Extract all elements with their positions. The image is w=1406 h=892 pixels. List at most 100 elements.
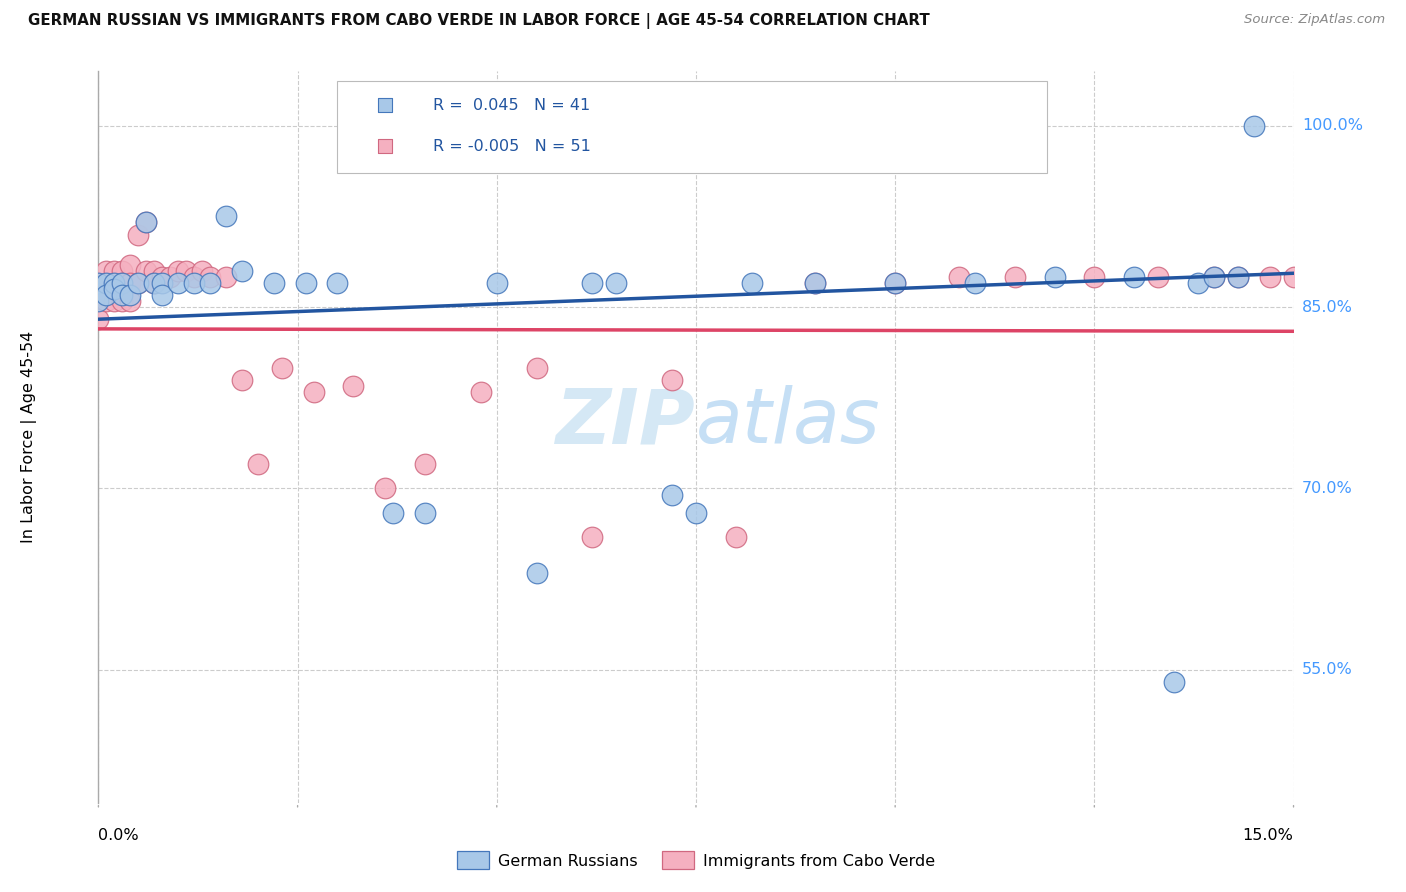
Point [215, 210, 238, 224]
Point [804, 276, 827, 290]
Point [948, 269, 970, 284]
Point [167, 264, 190, 278]
Point [884, 276, 907, 290]
Point [120, 288, 142, 302]
Point [135, 215, 157, 229]
Point [150, 276, 173, 290]
Point [1258, 269, 1281, 284]
Point [246, 457, 269, 471]
Point [1226, 269, 1249, 284]
Point [111, 276, 134, 290]
Point [884, 276, 907, 290]
Point [87, 312, 110, 326]
Point [1187, 276, 1209, 290]
Point [215, 269, 238, 284]
Text: 70.0%: 70.0% [1302, 481, 1353, 496]
Point [581, 530, 603, 544]
Point [87, 288, 110, 302]
Point [127, 276, 149, 290]
Point [103, 282, 125, 296]
Point [1043, 269, 1066, 284]
Point [263, 276, 285, 290]
Text: 0.0%: 0.0% [98, 828, 139, 843]
Text: GERMAN RUSSIAN VS IMMIGRANTS FROM CABO VERDE IN LABOR FORCE | AGE 45-54 CORRELAT: GERMAN RUSSIAN VS IMMIGRANTS FROM CABO V… [28, 13, 929, 29]
Text: 100.0%: 100.0% [1302, 119, 1362, 133]
Point [342, 378, 364, 392]
Point [374, 139, 396, 153]
Point [127, 227, 149, 242]
Point [270, 360, 292, 375]
Point [111, 264, 134, 278]
Point [581, 276, 603, 290]
Point [413, 457, 436, 471]
Point [804, 276, 827, 290]
Point [374, 482, 396, 496]
Point [1163, 674, 1185, 689]
Point [1243, 119, 1265, 133]
Point [120, 276, 142, 290]
Point [382, 506, 405, 520]
FancyBboxPatch shape [337, 81, 1046, 173]
Point [150, 269, 173, 284]
Point [183, 276, 205, 290]
Text: 85.0%: 85.0% [1302, 300, 1353, 315]
Text: Source: ZipAtlas.com: Source: ZipAtlas.com [1244, 13, 1385, 27]
Point [96, 276, 118, 290]
Point [103, 294, 125, 309]
Point [111, 276, 134, 290]
Text: In Labor Force | Age 45-54: In Labor Force | Age 45-54 [21, 331, 37, 543]
Text: ZIP: ZIP [557, 385, 696, 459]
Point [294, 276, 316, 290]
Point [143, 276, 166, 290]
Point [96, 276, 118, 290]
Point [143, 264, 166, 278]
Point [1004, 269, 1026, 284]
Point [174, 264, 197, 278]
Text: atlas: atlas [696, 385, 880, 459]
Point [87, 276, 110, 290]
Point [1147, 269, 1170, 284]
Point [111, 288, 134, 302]
Point [302, 384, 325, 399]
Point [1083, 269, 1105, 284]
Point [150, 288, 173, 302]
Point [159, 269, 181, 284]
Point [470, 384, 492, 399]
Point [103, 276, 125, 290]
Point [413, 506, 436, 520]
Point [96, 288, 118, 302]
Point [1226, 269, 1249, 284]
Point [167, 276, 190, 290]
Point [120, 258, 142, 272]
Point [198, 269, 221, 284]
Point [526, 360, 548, 375]
Point [120, 294, 142, 309]
Point [135, 264, 157, 278]
Point [661, 487, 683, 501]
Point [198, 276, 221, 290]
Point [191, 264, 214, 278]
Point [87, 276, 110, 290]
Point [661, 373, 683, 387]
Text: 15.0%: 15.0% [1243, 828, 1294, 843]
Point [1202, 269, 1225, 284]
Point [724, 530, 747, 544]
Point [1202, 269, 1225, 284]
Point [96, 294, 118, 309]
Point [963, 276, 986, 290]
Point [1282, 269, 1305, 284]
Point [231, 373, 253, 387]
Point [526, 566, 548, 580]
Point [231, 264, 253, 278]
Point [741, 276, 763, 290]
Text: 55.0%: 55.0% [1302, 663, 1353, 677]
Legend: German Russians, Immigrants from Cabo Verde: German Russians, Immigrants from Cabo Ve… [450, 845, 942, 875]
Text: R = -0.005   N = 51: R = -0.005 N = 51 [433, 139, 591, 153]
Point [374, 98, 396, 112]
Point [485, 276, 508, 290]
Point [685, 506, 707, 520]
Point [1123, 269, 1146, 284]
Point [183, 269, 205, 284]
Point [87, 294, 110, 309]
Point [127, 276, 149, 290]
